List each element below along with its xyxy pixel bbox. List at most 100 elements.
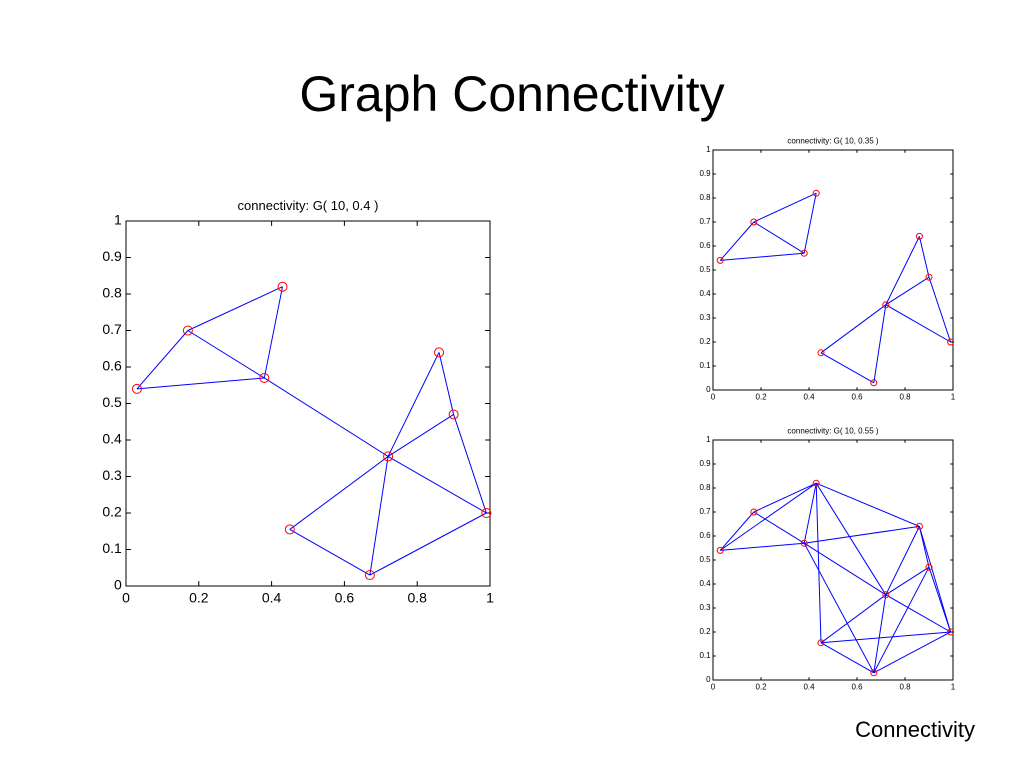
y-tick-label: 0.6 (699, 241, 711, 250)
edge (136, 330, 189, 390)
y-tick-label: 0.7 (699, 507, 711, 516)
edge (820, 642, 875, 674)
edge (885, 276, 930, 306)
edge (804, 525, 920, 544)
y-tick-label: 0.9 (102, 248, 122, 264)
edge (873, 566, 930, 674)
edge (873, 631, 951, 674)
node (817, 349, 825, 357)
edge (720, 542, 805, 551)
node (915, 522, 923, 530)
edge (369, 456, 389, 576)
node (448, 409, 459, 420)
edge (815, 483, 822, 643)
x-tick-label: 0 (122, 589, 130, 605)
node (716, 546, 724, 554)
edge (820, 352, 875, 384)
node (364, 570, 375, 581)
x-tick-label: 0.4 (262, 589, 282, 605)
x-tick-label: 0.8 (899, 392, 911, 401)
node (434, 347, 445, 358)
edge (289, 528, 371, 576)
node (947, 628, 955, 636)
edge (719, 221, 755, 261)
edge (753, 511, 805, 544)
edge (387, 352, 440, 457)
y-tick-label: 0 (706, 385, 711, 394)
edge (369, 512, 487, 576)
edge (885, 594, 951, 633)
y-tick-label: 0.4 (699, 579, 711, 588)
edge (928, 277, 952, 343)
x-tick-label: 0.2 (755, 392, 767, 401)
edge (803, 483, 817, 544)
edge (753, 192, 817, 223)
y-tick-label: 0.5 (102, 394, 122, 410)
plot-area (712, 439, 954, 681)
edge (873, 594, 887, 673)
edge (753, 221, 805, 254)
x-tick-label: 0.8 (899, 682, 911, 691)
edge (803, 193, 817, 254)
node (882, 301, 890, 309)
edge (720, 252, 805, 261)
y-tick-label: 0.6 (102, 358, 122, 374)
y-tick-label: 0.3 (699, 313, 711, 322)
edge (928, 567, 952, 633)
edge (387, 414, 454, 457)
node (812, 479, 820, 487)
y-tick-label: 0 (706, 675, 711, 684)
edge (187, 330, 265, 379)
y-tick-label: 0.4 (699, 289, 711, 298)
node (870, 669, 878, 677)
y-tick-label: 0.3 (699, 603, 711, 612)
y-tick-label: 1 (706, 435, 711, 444)
node (716, 256, 724, 264)
node (750, 508, 758, 516)
edge (387, 455, 487, 514)
footer: Connectivity (855, 717, 975, 742)
x-tick-label: 0.6 (335, 589, 355, 605)
node (277, 281, 288, 292)
node (182, 325, 193, 336)
y-tick-label: 0.1 (102, 540, 122, 556)
edge (187, 286, 283, 331)
plot-area (125, 220, 491, 587)
node (817, 639, 825, 647)
x-tick-label: 0.2 (755, 682, 767, 691)
edge (820, 304, 887, 354)
edge (885, 566, 930, 596)
node (800, 539, 808, 547)
node (812, 189, 820, 197)
y-tick-label: 0.7 (102, 321, 122, 337)
x-tick-label: 1 (486, 589, 494, 605)
edge (289, 456, 389, 530)
node (947, 338, 955, 346)
y-tick-label: 0.5 (699, 555, 711, 564)
node (870, 379, 878, 387)
node (800, 249, 808, 257)
node (750, 218, 758, 226)
edge (136, 377, 265, 390)
y-tick-label: 0.8 (699, 483, 711, 492)
edge (719, 511, 755, 551)
edge (918, 236, 930, 278)
x-tick-label: 0.8 (407, 589, 427, 605)
node (131, 383, 142, 394)
x-tick-label: 0.6 (851, 392, 863, 401)
y-tick-label: 0.8 (102, 285, 122, 301)
edge (264, 377, 389, 457)
node (284, 524, 295, 535)
y-tick-label: 0.4 (102, 431, 122, 447)
y-tick-label: 0 (114, 577, 122, 593)
chart-title: connectivity: G( 10, 0.4 ) (238, 198, 379, 213)
edge (438, 352, 455, 415)
y-tick-label: 0.2 (699, 337, 711, 346)
node (259, 372, 270, 383)
edge (453, 414, 487, 514)
y-tick-label: 0.3 (102, 467, 122, 483)
x-tick-label: 0.2 (189, 589, 209, 605)
edge (803, 542, 875, 674)
x-tick-label: 0 (711, 682, 716, 691)
